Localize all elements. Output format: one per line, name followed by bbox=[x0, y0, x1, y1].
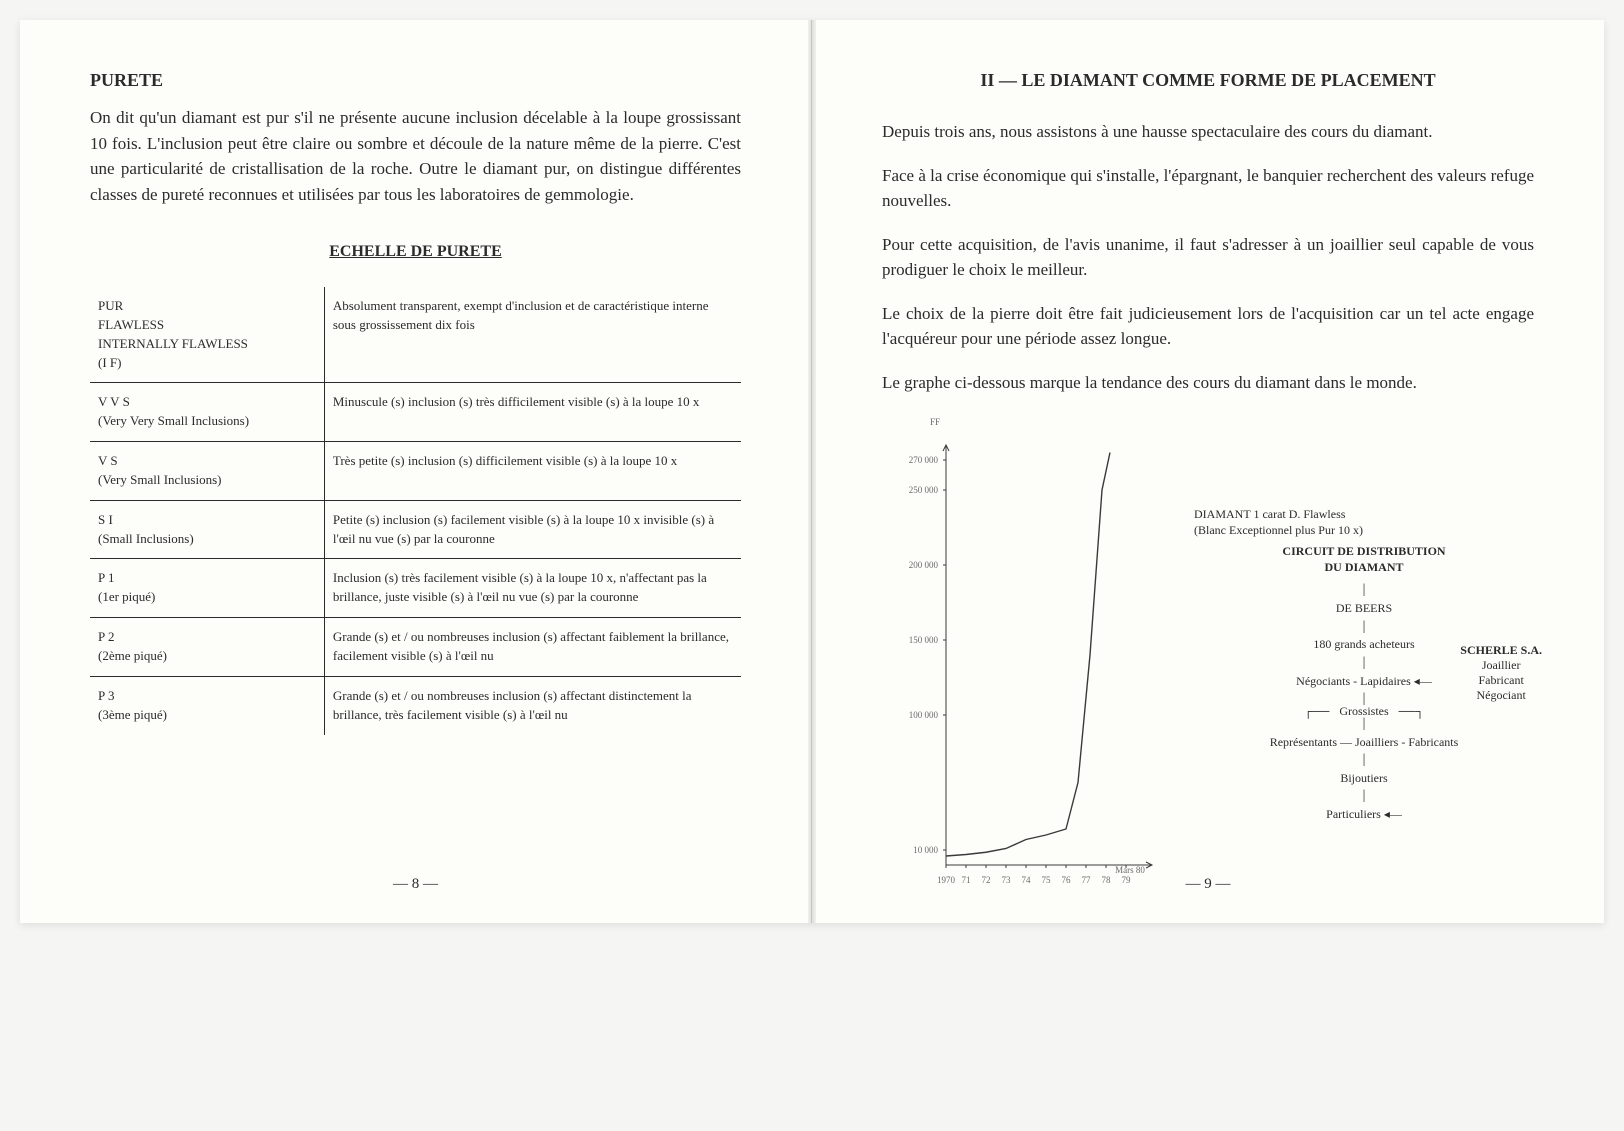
purity-desc-cell: Absolument transparent, exempt d'inclusi… bbox=[324, 287, 741, 383]
purity-desc-cell: Grande (s) et / ou nombreuses inclusion … bbox=[324, 676, 741, 734]
body-paragraph: Le choix de la pierre doit être fait jud… bbox=[882, 301, 1534, 352]
scherle-label: SCHERLE S.A.JoaillierFabricantNégociant bbox=[1460, 643, 1542, 703]
table-row: PURFLAWLESSINTERNALLY FLAWLESS(I F)Absol… bbox=[90, 287, 741, 383]
table-row: P 1(1er piqué)Inclusion (s) très facilem… bbox=[90, 559, 741, 618]
body-paragraph: Le graphe ci-dessous marque la tendance … bbox=[882, 370, 1534, 396]
purity-grade-cell: V S(Very Small Inclusions) bbox=[90, 442, 324, 501]
dist-node-debeers: DE BEERS bbox=[1194, 601, 1534, 615]
chart-y-tick-label: 150 000 bbox=[909, 635, 938, 645]
dist-node-bijoutiers: Bijoutiers bbox=[1194, 771, 1534, 785]
dist-connector: | bbox=[1194, 622, 1534, 632]
page-number-right: — 9 — bbox=[812, 876, 1604, 893]
purity-desc-cell: Inclusion (s) très facilement visible (s… bbox=[324, 559, 741, 618]
purity-grade-cell: P 1(1er piqué) bbox=[90, 559, 324, 618]
purete-heading: PURETE bbox=[90, 70, 741, 91]
table-row: V V S(Very Very Small Inclusions)Minuscu… bbox=[90, 383, 741, 442]
chart-y-tick-label: 100 000 bbox=[909, 710, 938, 720]
placement-heading: II — LE DIAMANT COMME FORME DE PLACEMENT bbox=[882, 70, 1534, 91]
book-spread: PURETE On dit qu'un diamant est pur s'il… bbox=[20, 20, 1604, 923]
dist-connector: | bbox=[1194, 791, 1534, 801]
purity-grade-cell: P 2(2ème piqué) bbox=[90, 618, 324, 677]
body-paragraph: Depuis trois ans, nous assistons à une h… bbox=[882, 119, 1534, 145]
book-spine bbox=[808, 20, 816, 923]
page-number-left: — 8 — bbox=[20, 876, 811, 893]
dist-connector: | bbox=[1194, 719, 1534, 729]
table-row: P 2(2ème piqué)Grande (s) et / ou nombre… bbox=[90, 618, 741, 677]
dist-node-joailliers: Représentants — Joailliers - Fabricants bbox=[1194, 735, 1534, 749]
price-chart: FF 10 000100 000150 000200 000250 000270… bbox=[902, 423, 1162, 883]
price-chart-svg bbox=[902, 423, 1162, 883]
body-paragraph: Pour cette acquisition, de l'avis unanim… bbox=[882, 232, 1534, 283]
page-right: II — LE DIAMANT COMME FORME DE PLACEMENT… bbox=[812, 20, 1604, 923]
purity-scale-table: PURFLAWLESSINTERNALLY FLAWLESS(I F)Absol… bbox=[90, 287, 741, 735]
body-paragraph: Face à la crise économique qui s'install… bbox=[882, 163, 1534, 214]
placement-body: Depuis trois ans, nous assistons à une h… bbox=[882, 119, 1534, 395]
table-row: V S(Very Small Inclusions)Très petite (s… bbox=[90, 442, 741, 501]
distribution-title: CIRCUIT DE DISTRIBUTIONDU DIAMANT bbox=[1194, 544, 1534, 575]
distribution-diagram: DIAMANT 1 carat D. Flawless(Blanc Except… bbox=[1194, 503, 1534, 827]
dist-connector: | bbox=[1194, 755, 1534, 765]
chart-x-end-label: Mars 80 bbox=[1115, 865, 1145, 875]
purity-desc-cell: Très petite (s) inclusion (s) difficilem… bbox=[324, 442, 741, 501]
purity-grade-cell: PURFLAWLESSINTERNALLY FLAWLESS(I F) bbox=[90, 287, 324, 383]
chart-y-tick-label: 10 000 bbox=[913, 845, 938, 855]
purete-paragraph: On dit qu'un diamant est pur s'il ne pré… bbox=[90, 105, 741, 207]
table-row: S I(Small Inclusions)Petite (s) inclusio… bbox=[90, 500, 741, 559]
purity-desc-cell: Grande (s) et / ou nombreuses inclusion … bbox=[324, 618, 741, 677]
purity-table-title: ECHELLE DE PURETE bbox=[90, 243, 741, 261]
chart-and-distribution-row: FF 10 000 100 000 150 000 200 000 250 000 270… bbox=[882, 413, 1534, 883]
table-row: P 3(3ème piqué)Grande (s) et / ou nombre… bbox=[90, 676, 741, 734]
dist-connector: | bbox=[1194, 585, 1534, 595]
purity-grade-cell: P 3(3ème piqué) bbox=[90, 676, 324, 734]
purity-desc-cell: Minuscule (s) inclusion (s) très diffici… bbox=[324, 383, 741, 442]
chart-y-tick-label: 200 000 bbox=[909, 560, 938, 570]
purity-grade-cell: S I(Small Inclusions) bbox=[90, 500, 324, 559]
page-left: PURETE On dit qu'un diamant est pur s'il… bbox=[20, 20, 812, 923]
purity-desc-cell: Petite (s) inclusion (s) facilement visi… bbox=[324, 500, 741, 559]
chart-caption: DIAMANT 1 carat D. Flawless(Blanc Except… bbox=[1194, 507, 1534, 538]
purity-grade-cell: V V S(Very Very Small Inclusions) bbox=[90, 383, 324, 442]
dist-node-particuliers: Particuliers ◂— bbox=[1194, 807, 1534, 821]
chart-y-tick-label: 250 000 bbox=[909, 485, 938, 495]
chart-y-tick-label: 270 000 bbox=[909, 455, 938, 465]
chart-y-unit: FF bbox=[930, 417, 940, 427]
